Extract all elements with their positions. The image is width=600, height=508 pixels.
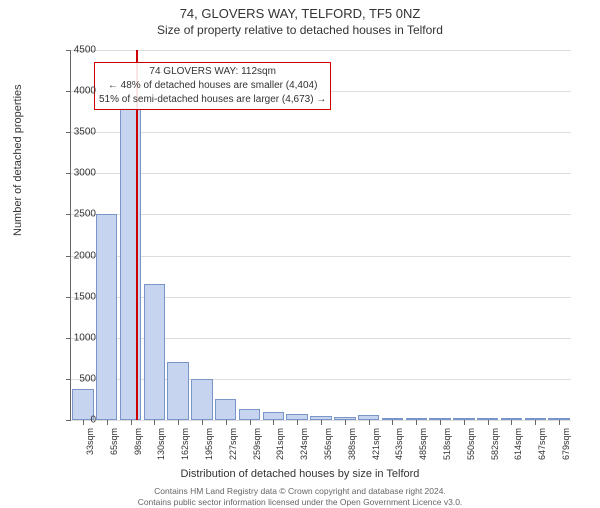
y-tick-label: 500	[60, 373, 96, 384]
x-tick-label: 518sqm	[442, 428, 452, 460]
y-tick-label: 1000	[60, 332, 96, 343]
grid-line	[71, 214, 571, 215]
bar	[144, 284, 165, 420]
x-tick-label: 647sqm	[537, 428, 547, 460]
bar	[239, 409, 260, 420]
x-axis-title: Distribution of detached houses by size …	[0, 468, 600, 480]
x-tick-label: 614sqm	[513, 428, 523, 460]
y-tick-label: 4000	[60, 86, 96, 97]
bar	[215, 399, 236, 420]
bar	[263, 412, 284, 420]
y-tick-label: 3000	[60, 168, 96, 179]
x-tick-mark	[131, 420, 132, 425]
x-tick-mark	[464, 420, 465, 425]
license-text: Contains HM Land Registry data © Crown c…	[0, 486, 600, 508]
x-tick-label: 421sqm	[371, 428, 381, 460]
x-tick-label: 324sqm	[299, 428, 309, 460]
x-tick-mark	[345, 420, 346, 425]
x-tick-label: 388sqm	[347, 428, 357, 460]
x-tick-label: 65sqm	[109, 428, 119, 455]
x-tick-label: 98sqm	[133, 428, 143, 455]
x-tick-label: 453sqm	[394, 428, 404, 460]
annotation-line: 51% of semi-detached houses are larger (…	[99, 93, 326, 107]
x-tick-label: 162sqm	[180, 428, 190, 460]
x-tick-mark	[250, 420, 251, 425]
license-line1: Contains HM Land Registry data © Crown c…	[0, 486, 600, 497]
grid-line	[71, 173, 571, 174]
x-tick-mark	[178, 420, 179, 425]
y-tick-label: 4500	[60, 45, 96, 56]
x-tick-mark	[321, 420, 322, 425]
x-tick-label: 582sqm	[490, 428, 500, 460]
bar	[96, 214, 117, 420]
x-tick-label: 130sqm	[156, 428, 166, 460]
grid-line	[71, 132, 571, 133]
x-tick-mark	[107, 420, 108, 425]
x-tick-label: 227sqm	[228, 428, 238, 460]
x-tick-mark	[416, 420, 417, 425]
x-tick-mark	[535, 420, 536, 425]
y-tick-label: 2000	[60, 250, 96, 261]
grid-line	[71, 50, 571, 51]
bar	[120, 108, 141, 420]
x-tick-label: 195sqm	[204, 428, 214, 460]
x-tick-label: 550sqm	[466, 428, 476, 460]
x-tick-mark	[488, 420, 489, 425]
x-tick-label: 291sqm	[275, 428, 285, 460]
y-tick-label: 1500	[60, 291, 96, 302]
license-line2: Contains public sector information licen…	[0, 497, 600, 508]
x-tick-mark	[202, 420, 203, 425]
annotation-box: 74 GLOVERS WAY: 112sqm← 48% of detached …	[94, 62, 331, 110]
chart-container: 74, GLOVERS WAY, TELFORD, TF5 0NZ Size o…	[0, 6, 600, 506]
x-tick-label: 259sqm	[252, 428, 262, 460]
page-title: 74, GLOVERS WAY, TELFORD, TF5 0NZ	[0, 6, 600, 21]
x-tick-mark	[154, 420, 155, 425]
bar	[191, 379, 212, 420]
x-tick-mark	[369, 420, 370, 425]
x-tick-mark	[440, 420, 441, 425]
x-tick-label: 33sqm	[85, 428, 95, 455]
x-tick-label: 356sqm	[323, 428, 333, 460]
annotation-line: ← 48% of detached houses are smaller (4,…	[99, 79, 326, 93]
y-axis-title: Number of detached properties	[12, 84, 24, 236]
annotation-line: 74 GLOVERS WAY: 112sqm	[99, 65, 326, 79]
x-tick-mark	[297, 420, 298, 425]
y-tick-label: 2500	[60, 209, 96, 220]
y-tick-label: 0	[60, 415, 96, 426]
grid-line	[71, 256, 571, 257]
x-tick-mark	[559, 420, 560, 425]
x-tick-mark	[226, 420, 227, 425]
y-tick-label: 3500	[60, 127, 96, 138]
bar	[167, 362, 188, 420]
page-subtitle: Size of property relative to detached ho…	[0, 23, 600, 37]
x-tick-label: 679sqm	[561, 428, 571, 460]
chart-plot-area: 74 GLOVERS WAY: 112sqm← 48% of detached …	[70, 50, 571, 421]
x-tick-label: 485sqm	[418, 428, 428, 460]
x-tick-mark	[511, 420, 512, 425]
x-tick-mark	[392, 420, 393, 425]
x-tick-mark	[273, 420, 274, 425]
